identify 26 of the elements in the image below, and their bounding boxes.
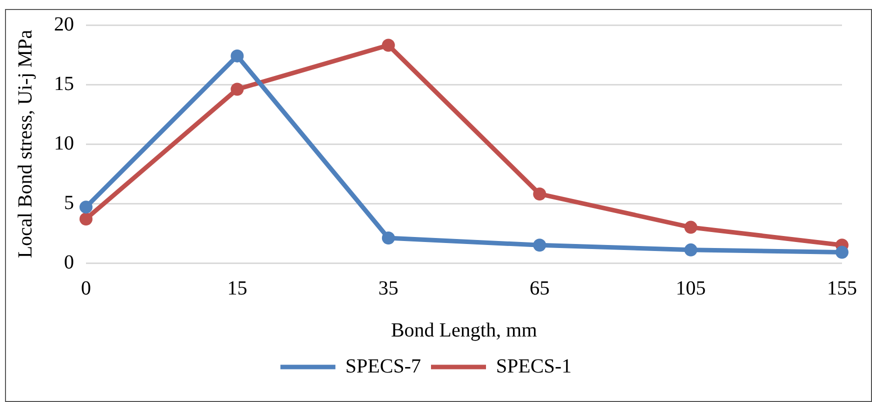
point (80, 212, 92, 226)
point (382, 232, 395, 245)
x-tick-label: 15 (227, 277, 248, 300)
y-axis-title: Local Bond stress, Ui-j MPa (14, 30, 36, 258)
x-tick-label: 155 (827, 277, 857, 300)
legend-label: SPECS-1 (496, 355, 572, 378)
point (382, 38, 395, 52)
point (684, 243, 698, 256)
y-tick-label: 15 (54, 72, 74, 95)
y-tick-label: 0 (64, 251, 74, 274)
point (80, 200, 92, 214)
point (533, 187, 546, 200)
x-axis-title: Bond Length, mm (390, 319, 538, 342)
x-tick-label: 0 (81, 277, 91, 300)
y-tick-label: 5 (64, 192, 74, 214)
legend-label: SPECS-7 (345, 355, 422, 378)
x-tick-label: 65 (530, 277, 550, 300)
y-tick-label: 20 (54, 13, 74, 36)
y-tick-label: 10 (54, 132, 74, 154)
x-tick-label: 35 (378, 277, 398, 300)
point (230, 49, 244, 62)
point (230, 82, 244, 96)
point (684, 220, 698, 234)
point (533, 238, 546, 252)
x-tick-label: 105 (676, 277, 706, 300)
point (836, 246, 848, 259)
